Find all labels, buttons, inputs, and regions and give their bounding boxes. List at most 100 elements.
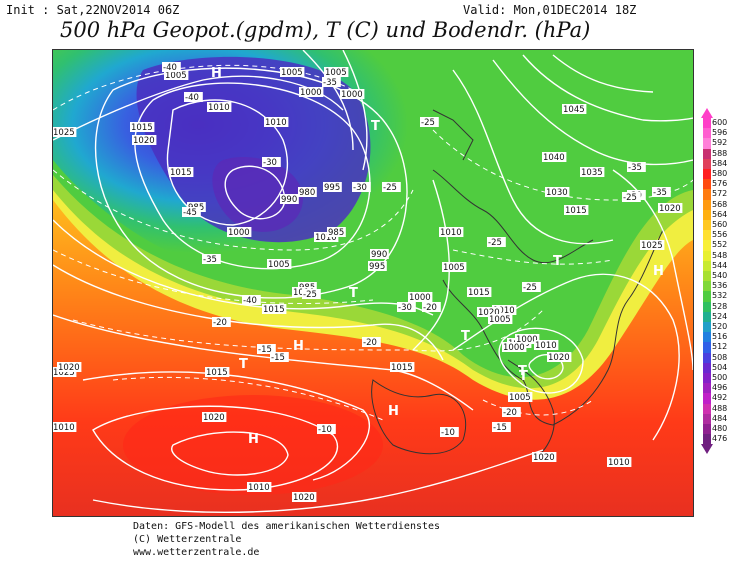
pressure-label-bg xyxy=(532,452,557,462)
legend-label: 596 xyxy=(712,128,728,138)
pressure-label: 1015 xyxy=(565,206,587,216)
legend-swatch xyxy=(703,158,711,170)
pressure-label: 1010 xyxy=(440,228,462,238)
pressure-label-bg xyxy=(130,122,155,132)
legend-swatch xyxy=(703,128,711,140)
temperature-label: -45 xyxy=(183,208,197,218)
pressure-label: 1040 xyxy=(543,153,565,163)
pressure-label: 980 xyxy=(299,188,315,198)
low-pressure-marker: T xyxy=(349,286,358,301)
temperature-label-bg xyxy=(202,254,221,264)
pressure-label-bg xyxy=(323,182,342,192)
legend-label: 600 xyxy=(712,118,728,127)
pressure-label-bg xyxy=(207,102,232,112)
temperature-label-bg xyxy=(492,422,511,432)
pressure-label: 1015 xyxy=(391,363,413,373)
high-pressure-marker: H xyxy=(211,66,222,81)
pressure-label: 1020 xyxy=(659,204,681,214)
pressure-label-bg xyxy=(408,292,433,302)
legend-swatch xyxy=(703,169,711,180)
pressure-label: 1000 xyxy=(228,228,250,238)
pressure-label-bg xyxy=(267,259,292,269)
temperature-label-bg xyxy=(522,282,541,292)
pressure-label-bg xyxy=(492,305,517,315)
temperature-label-bg xyxy=(317,424,336,434)
pressure-label-bg xyxy=(442,262,467,272)
legend-label: 528 xyxy=(712,301,728,311)
temperature-label-bg xyxy=(212,317,231,327)
pressure-label-bg xyxy=(247,482,272,492)
footer-website: www.wetterzentrale.de xyxy=(133,547,260,558)
temperature-label-bg xyxy=(420,117,439,127)
temperature-label: -25 xyxy=(303,290,317,300)
pressure-label-bg xyxy=(545,187,570,197)
legend-label: 588 xyxy=(712,148,728,158)
pressure-label: 1005 xyxy=(509,393,531,403)
legend-label: 492 xyxy=(712,393,728,403)
pressure-label-bg xyxy=(370,249,389,259)
temperature-label: -20 xyxy=(363,338,377,348)
temperature-label-bg xyxy=(362,337,381,347)
high-pressure-marker: H xyxy=(248,432,259,447)
pressure-label: 1015 xyxy=(131,123,153,133)
pressure-label-bg xyxy=(280,194,299,204)
temperature-label: -25 xyxy=(383,183,397,193)
legend-swatch xyxy=(703,148,711,160)
pressure-label-bg xyxy=(515,334,540,344)
pressure-label: 985 xyxy=(328,228,344,238)
legend-swatch xyxy=(703,220,711,231)
temperature-label: -30 xyxy=(398,303,412,313)
legend-swatch xyxy=(703,424,711,435)
pressure-label-bg xyxy=(264,117,289,127)
legend-swatch xyxy=(703,322,711,333)
legend-label: 532 xyxy=(712,291,728,301)
pressure-label-bg xyxy=(640,240,665,250)
pressure-label-bg xyxy=(169,167,194,177)
legend-label: 480 xyxy=(712,424,728,433)
temperature-label: -35 xyxy=(628,163,642,173)
pressure-label: 1020 xyxy=(133,136,155,146)
pressure-label: 1025 xyxy=(53,128,75,138)
pressure-label-bg xyxy=(542,152,567,162)
pressure-label-bg xyxy=(508,392,533,402)
temperature-label: -30 xyxy=(353,183,367,193)
legend-label: 560 xyxy=(712,220,728,229)
pressure-label-bg xyxy=(53,127,77,137)
low-pressure-marker: T xyxy=(371,119,380,134)
legend-label: 504 xyxy=(712,362,728,372)
temperature-label: -35 xyxy=(653,188,667,198)
pressure-label-bg xyxy=(298,187,317,197)
high-pressure-marker: H xyxy=(293,339,304,354)
temperature-label-bg xyxy=(257,344,276,354)
pressure-label: 1020 xyxy=(203,413,225,423)
pressure-label-bg xyxy=(327,227,346,237)
pressure-label-bg xyxy=(53,422,77,432)
temperature-label: -40 xyxy=(163,63,177,73)
legend-swatch xyxy=(703,413,711,425)
temperature-label-bg xyxy=(440,427,459,437)
legend-swatch xyxy=(703,230,711,242)
pressure-label-bg xyxy=(227,227,252,237)
pressure-label-bg xyxy=(57,362,82,372)
temperature-label-bg xyxy=(162,62,181,72)
pressure-label: 1015 xyxy=(170,168,192,178)
pressure-label: 1010 xyxy=(265,118,287,128)
pressure-label: 1015 xyxy=(263,305,285,315)
pressure-label: 1000 xyxy=(516,335,538,345)
legend-label: 524 xyxy=(712,311,728,321)
legend-label: 476 xyxy=(712,434,728,444)
pressure-label-bg xyxy=(502,342,527,352)
temperature-label-bg xyxy=(322,77,341,87)
pressure-label: 1020 xyxy=(548,353,570,363)
legend-swatch xyxy=(703,301,711,313)
pressure-label: 1015 xyxy=(468,288,490,298)
pressure-label: 1000 xyxy=(409,293,431,303)
temperature-label-bg xyxy=(262,157,281,167)
legend-label: 576 xyxy=(712,179,728,189)
legend-swatch xyxy=(703,352,711,364)
temperature-label: -15 xyxy=(271,353,285,363)
legend-swatch xyxy=(703,118,711,129)
pressure-label-bg xyxy=(562,104,587,114)
temperature-label-bg xyxy=(184,92,203,102)
